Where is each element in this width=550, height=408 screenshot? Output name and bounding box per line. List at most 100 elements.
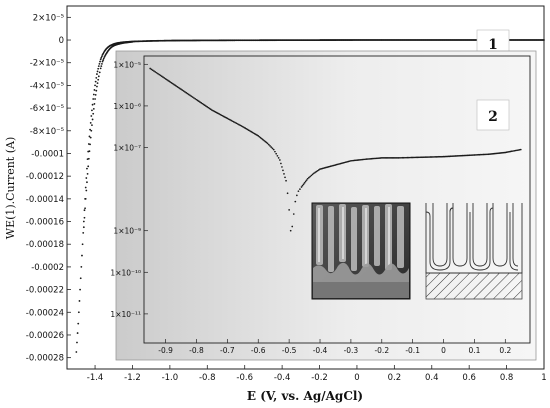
main-series-2-point: [86, 181, 88, 184]
main-series-1-point: [76, 332, 79, 334]
main-y-tick-label: -0.00018: [26, 240, 64, 250]
main-series-2-point: [99, 67, 102, 70]
inset-series-point: [344, 161, 347, 164]
inset-series-point: [271, 147, 274, 150]
inset-series-point: [294, 200, 297, 203]
inset-series-point: [483, 153, 486, 156]
inset-series-point: [371, 157, 374, 160]
inset-series-point: [346, 161, 348, 163]
inset-series-point: [270, 146, 273, 148]
inset-series-point: [235, 122, 238, 125]
inset-x-tick-label: -0.7: [220, 346, 235, 355]
inset-series-point: [193, 97, 195, 99]
nanotube-schematic: [425, 203, 523, 300]
main-series-1-point: [86, 167, 88, 170]
inset-series-point: [510, 150, 513, 153]
main-x-tick-label: 1: [541, 373, 546, 383]
inset-series-point: [431, 156, 434, 158]
inset-series-point: [150, 68, 153, 71]
main-series-1-point: [97, 65, 100, 68]
inset-series-point: [350, 159, 352, 162]
inset-series-point: [379, 157, 382, 159]
inset-series-point: [180, 88, 182, 91]
inset-chart: -0.9 -0.8 -0.7 -0.6 -0.5 -0.4 -0.3 -0.2 -0.1 0 0.1…: [110, 50, 537, 361]
main-series-2-point: [87, 165, 90, 168]
inset-series-point: [517, 149, 520, 151]
inset-series-point: [257, 135, 260, 137]
inset-series-point: [426, 156, 428, 158]
main-series-2-point: [95, 89, 98, 92]
inset-series-point: [412, 156, 415, 159]
inset-series-point: [267, 143, 270, 146]
main-y-tick-label: 2×10⁻⁵: [33, 13, 64, 23]
sem-micrograph: [311, 202, 411, 300]
inset-series-point: [189, 94, 191, 97]
main-series-1-point: [101, 55, 103, 58]
main-series-2-point: [84, 197, 87, 200]
inset-series-point: [440, 155, 443, 158]
inset-series-point: [158, 73, 161, 76]
inset-x-tick-label: 0.1: [468, 346, 480, 355]
inset-series-point: [513, 149, 516, 152]
main-series-1-point: [95, 76, 98, 79]
main-series-2-point: [88, 150, 91, 153]
inset-series-point: [353, 159, 356, 162]
curve-label-1: 1: [488, 37, 498, 53]
main-series-1-point: [90, 115, 93, 117]
main-y-tick-label: -8×10⁻⁵: [30, 127, 64, 137]
inset-series-point: [508, 150, 511, 153]
inset-series-point: [382, 157, 384, 159]
inset-series-point: [304, 180, 307, 183]
inset-series-point: [163, 77, 166, 79]
main-series-1-point: [80, 266, 83, 268]
inset-series-point: [476, 154, 478, 156]
inset-series-point: [184, 91, 186, 93]
inset-series-point: [190, 95, 193, 98]
main-y-tick-label: 0: [59, 36, 64, 46]
inset-series-point: [434, 156, 437, 158]
inset-series-point: [486, 153, 489, 156]
inset-series-point: [364, 158, 366, 161]
main-series-1-point: [77, 311, 80, 314]
inset-series-point: [276, 154, 279, 157]
inset-series-point: [474, 154, 477, 156]
inset-series-point: [309, 175, 311, 178]
inset-series-point: [380, 157, 383, 159]
inset-series-point: [154, 71, 157, 73]
inset-series-point: [348, 160, 351, 163]
main-series-1-point: [84, 186, 87, 189]
main-series-2-point: [100, 65, 103, 68]
inset-series-point: [182, 90, 185, 92]
main-series-1-point: [96, 73, 98, 75]
main-series-1-point: [91, 103, 94, 106]
inset-y-tick-label: 1×10⁻⁵: [113, 60, 141, 69]
main-series-1-point: [81, 243, 84, 246]
inset-series-point: [314, 171, 316, 174]
curve-label-2-box: [476, 99, 510, 131]
inset-series-point: [160, 75, 163, 78]
inset-series-point: [264, 140, 267, 143]
main-series-1-point: [82, 231, 85, 234]
inset-series-point: [406, 156, 409, 159]
inset-series-point: [404, 156, 406, 159]
main-y-tick-label: -0.00024: [26, 308, 64, 318]
main-y-tick-label: -0.00012: [26, 172, 64, 182]
inset-x-tick-label: -0.8: [189, 346, 204, 355]
inset-series-point: [291, 225, 294, 228]
inset-x-tick-label: -0.9: [158, 346, 173, 355]
inset-series-point: [269, 144, 271, 147]
inset-series-point: [507, 151, 509, 153]
inset-series-point: [417, 156, 420, 159]
inset-series-point: [185, 91, 188, 94]
inset-series-point: [377, 157, 379, 160]
inset-x-tick-label: -0.3: [344, 346, 359, 355]
inset-series-point: [518, 148, 521, 151]
main-y-tick-label: -2×10⁻⁵: [30, 59, 64, 69]
main-series-2-point: [96, 85, 98, 88]
main-series-2-point: [84, 207, 86, 210]
inset-series-point: [357, 159, 360, 161]
inset-series-point: [316, 169, 319, 172]
inset-series-point: [262, 138, 264, 141]
inset-series-point: [509, 150, 512, 153]
inset-series-point: [415, 156, 418, 159]
